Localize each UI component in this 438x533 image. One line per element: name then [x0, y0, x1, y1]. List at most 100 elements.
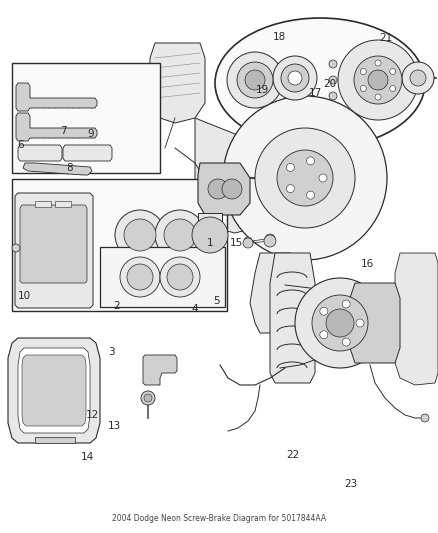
Text: 13: 13 — [108, 422, 121, 431]
Circle shape — [320, 307, 328, 315]
Polygon shape — [198, 213, 222, 258]
Circle shape — [307, 191, 314, 199]
Circle shape — [342, 300, 350, 308]
Circle shape — [192, 217, 228, 253]
Polygon shape — [350, 283, 400, 363]
Circle shape — [12, 244, 20, 252]
Circle shape — [223, 96, 387, 260]
Polygon shape — [23, 163, 92, 175]
Circle shape — [286, 164, 294, 172]
Text: 2: 2 — [113, 302, 120, 311]
Polygon shape — [22, 355, 86, 426]
Text: 23: 23 — [344, 479, 357, 489]
Circle shape — [245, 70, 265, 90]
Text: 19: 19 — [256, 85, 269, 94]
Polygon shape — [198, 163, 250, 215]
Circle shape — [264, 235, 276, 247]
Circle shape — [354, 56, 402, 104]
Polygon shape — [20, 205, 87, 283]
Circle shape — [307, 157, 314, 165]
Text: 3: 3 — [108, 347, 115, 357]
Circle shape — [208, 179, 228, 199]
Bar — [100, 247, 225, 307]
Circle shape — [265, 234, 275, 244]
Circle shape — [144, 394, 152, 402]
Circle shape — [312, 295, 368, 351]
Circle shape — [288, 71, 302, 85]
Circle shape — [255, 128, 355, 228]
Circle shape — [227, 52, 283, 108]
Ellipse shape — [215, 18, 425, 148]
Text: 5: 5 — [213, 296, 220, 306]
Circle shape — [326, 309, 354, 337]
Text: 7: 7 — [60, 126, 67, 135]
Text: 20: 20 — [323, 79, 336, 89]
Circle shape — [273, 56, 317, 100]
Polygon shape — [16, 83, 97, 111]
Polygon shape — [250, 253, 300, 333]
Circle shape — [375, 60, 381, 66]
Circle shape — [222, 179, 242, 199]
Polygon shape — [63, 145, 112, 161]
Circle shape — [329, 60, 337, 68]
Circle shape — [320, 331, 328, 339]
Polygon shape — [15, 193, 93, 308]
Circle shape — [244, 237, 252, 245]
Circle shape — [360, 85, 366, 92]
Polygon shape — [18, 145, 62, 161]
Text: 6: 6 — [18, 140, 25, 150]
Circle shape — [375, 94, 381, 100]
Bar — [12, 63, 160, 173]
Circle shape — [319, 174, 327, 182]
Text: 10: 10 — [18, 291, 31, 301]
Text: 18: 18 — [273, 33, 286, 42]
Circle shape — [155, 210, 205, 260]
Circle shape — [390, 69, 396, 75]
Circle shape — [115, 210, 165, 260]
Circle shape — [410, 70, 426, 86]
Polygon shape — [395, 253, 438, 385]
Text: 9: 9 — [88, 130, 95, 139]
Text: 14: 14 — [81, 453, 94, 462]
Circle shape — [167, 264, 193, 290]
Bar — [35, 201, 51, 207]
Polygon shape — [195, 118, 265, 233]
Circle shape — [421, 414, 429, 422]
Circle shape — [127, 264, 153, 290]
Circle shape — [295, 278, 385, 368]
Circle shape — [141, 391, 155, 405]
Bar — [35, 437, 75, 443]
Text: 22: 22 — [286, 450, 299, 459]
Polygon shape — [270, 253, 315, 383]
Circle shape — [120, 257, 160, 297]
Text: 12: 12 — [85, 410, 99, 419]
Text: 1: 1 — [207, 238, 214, 247]
Circle shape — [338, 40, 418, 120]
Circle shape — [281, 64, 309, 92]
Circle shape — [124, 219, 156, 251]
Polygon shape — [143, 355, 177, 385]
Circle shape — [342, 338, 350, 346]
Circle shape — [329, 92, 337, 100]
Circle shape — [356, 319, 364, 327]
Polygon shape — [8, 338, 100, 443]
Text: 8: 8 — [66, 163, 73, 173]
Text: 21: 21 — [380, 34, 393, 43]
Bar — [55, 201, 71, 207]
Text: 4: 4 — [191, 304, 198, 314]
Bar — [12, 179, 227, 311]
Circle shape — [237, 62, 273, 98]
Text: 17: 17 — [309, 88, 322, 98]
Polygon shape — [150, 43, 205, 123]
Circle shape — [277, 150, 333, 206]
Circle shape — [164, 219, 196, 251]
Circle shape — [368, 70, 388, 90]
Circle shape — [360, 69, 366, 75]
Circle shape — [160, 257, 200, 297]
Text: 16: 16 — [361, 259, 374, 269]
Polygon shape — [18, 348, 90, 433]
Text: 15: 15 — [230, 238, 243, 247]
Circle shape — [286, 184, 294, 192]
Polygon shape — [16, 113, 97, 141]
Circle shape — [402, 62, 434, 94]
